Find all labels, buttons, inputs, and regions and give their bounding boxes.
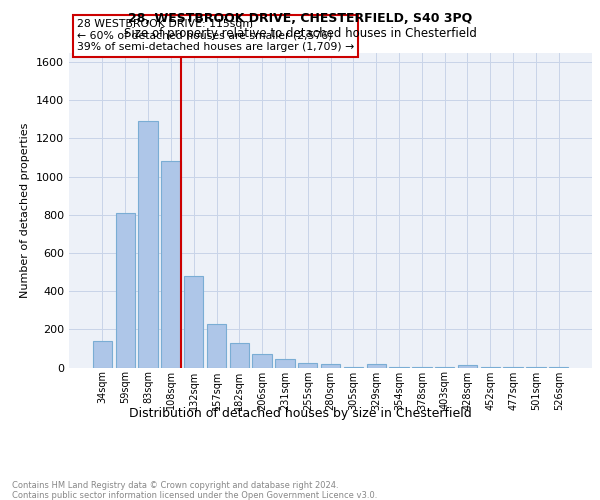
Bar bbox=[93, 341, 112, 367]
Bar bbox=[116, 213, 135, 368]
Bar bbox=[207, 324, 226, 368]
Bar bbox=[367, 364, 386, 368]
Y-axis label: Number of detached properties: Number of detached properties bbox=[20, 122, 31, 298]
Text: Distribution of detached houses by size in Chesterfield: Distribution of detached houses by size … bbox=[128, 408, 472, 420]
Bar bbox=[253, 354, 272, 368]
Bar bbox=[184, 276, 203, 368]
Text: Size of property relative to detached houses in Chesterfield: Size of property relative to detached ho… bbox=[124, 28, 476, 40]
Bar bbox=[230, 342, 249, 367]
Text: Contains HM Land Registry data © Crown copyright and database right 2024.
Contai: Contains HM Land Registry data © Crown c… bbox=[12, 480, 377, 500]
Bar bbox=[298, 362, 317, 368]
Bar bbox=[161, 162, 181, 368]
Bar bbox=[275, 360, 295, 368]
Text: 28, WESTBROOK DRIVE, CHESTERFIELD, S40 3PQ: 28, WESTBROOK DRIVE, CHESTERFIELD, S40 3… bbox=[128, 12, 472, 26]
Bar bbox=[458, 364, 477, 368]
Bar bbox=[139, 121, 158, 368]
Bar bbox=[321, 364, 340, 368]
Bar bbox=[344, 366, 363, 368]
Text: 28 WESTBROOK DRIVE: 115sqm
← 60% of detached houses are smaller (2,576)
39% of s: 28 WESTBROOK DRIVE: 115sqm ← 60% of deta… bbox=[77, 20, 354, 52]
